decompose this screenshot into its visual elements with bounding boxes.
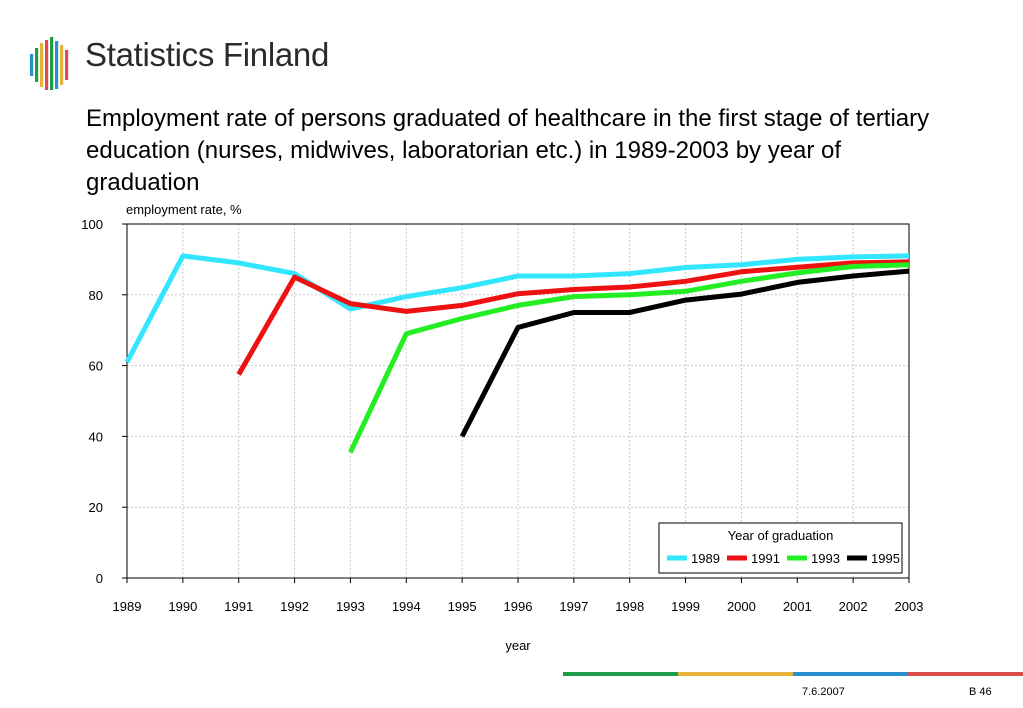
y-tick-label: 80	[89, 288, 103, 303]
x-tick-label: 1990	[168, 599, 197, 614]
logo-bar	[30, 54, 34, 76]
logo-bar	[65, 50, 69, 80]
logo-bar	[50, 37, 54, 90]
y-tick-label: 20	[89, 500, 103, 515]
x-tick-label: 1994	[392, 599, 421, 614]
logo-bar	[35, 48, 39, 82]
x-tick-label: 1997	[559, 599, 588, 614]
x-tick-label: 1998	[615, 599, 644, 614]
legend-box	[658, 522, 903, 574]
x-tick-label: 2001	[783, 599, 812, 614]
logo-bar	[55, 41, 59, 89]
x-tick-label: 1991	[224, 599, 253, 614]
logo-bar	[60, 45, 64, 85]
statistics-finland-logo-icon	[30, 37, 69, 90]
x-tick-label: 1992	[280, 599, 309, 614]
footer-date: 7.6.2007	[802, 686, 845, 698]
series-line-1995	[459, 268, 910, 438]
chart-axes: 0 20 40 60 80 100 1989 1990 1991 1992 1993 1994 1995…	[81, 217, 923, 614]
footer-bar-segment	[908, 672, 1023, 676]
x-tick-label: 1995	[448, 599, 477, 614]
footer-bar-segment	[793, 672, 908, 676]
footer-page-number: B 46	[969, 686, 992, 698]
x-tick-label: 1993	[336, 599, 365, 614]
logo-bar	[40, 43, 44, 87]
legend-label-1995: 1995	[871, 551, 900, 566]
y-tick-label: 100	[81, 217, 103, 232]
footer-bar-segment	[563, 672, 678, 676]
x-axis-label: year	[505, 638, 531, 653]
slide-title: Employment rate of persons graduated of …	[86, 105, 930, 196]
y-axis-label: employment rate, %	[126, 202, 242, 217]
series-line-1993	[348, 262, 910, 454]
y-tick-label: 40	[89, 429, 103, 444]
footer-bar-segment	[678, 672, 793, 676]
legend-title: Year of graduation	[728, 528, 834, 543]
legend-label-1993: 1993	[811, 551, 840, 566]
series-line-1991	[236, 259, 910, 376]
y-tick-label: 0	[96, 571, 103, 586]
chart-series	[124, 253, 910, 454]
chart-legend: Year of graduation 1989 1991 1993 1995	[658, 522, 903, 574]
x-tick-label: 1989	[113, 599, 142, 614]
chart-grid	[127, 223, 910, 578]
x-tick-label: 2003	[895, 599, 924, 614]
series-line-1989	[124, 253, 910, 364]
x-tick-label: 1999	[671, 599, 700, 614]
legend-label-1989: 1989	[691, 551, 720, 566]
logo-bar	[45, 40, 49, 90]
x-tick-label: 2000	[727, 599, 756, 614]
y-tick-label: 60	[89, 359, 103, 374]
legend-label-1991: 1991	[751, 551, 780, 566]
brand-name: Statistics Finland	[85, 36, 330, 73]
x-tick-label: 1996	[504, 599, 533, 614]
footer-color-bar	[563, 672, 1023, 676]
x-tick-label: 2002	[839, 599, 868, 614]
